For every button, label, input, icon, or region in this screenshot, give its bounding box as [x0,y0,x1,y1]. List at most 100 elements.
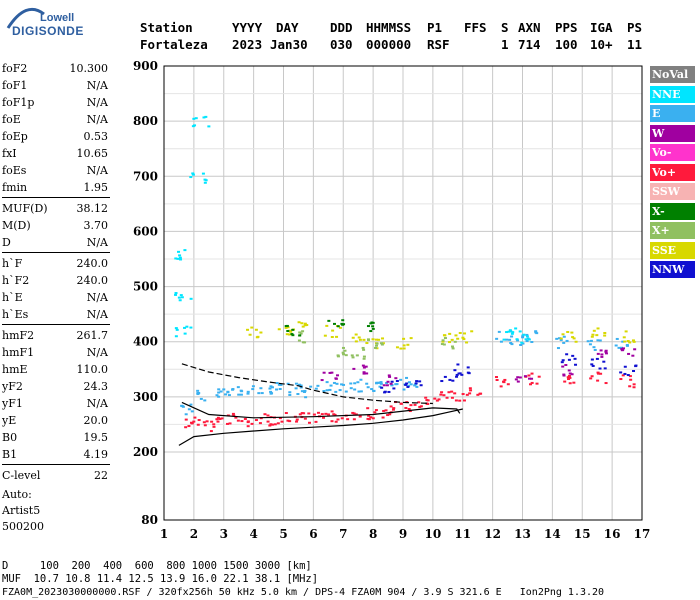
echo-point [275,388,279,391]
param-value: 1.95 [83,181,109,194]
echo-point [402,344,406,347]
echo-point [468,387,472,390]
echo-point [222,388,226,391]
y-tick-label: 800 [133,114,158,128]
echo-point [194,117,198,120]
echo-point [453,369,457,372]
y-tick-label: 600 [133,224,158,238]
echo-point [362,357,366,360]
echo-point [335,335,339,338]
echo-point [183,332,187,335]
param-value: N/A [86,397,108,410]
param-label: MUF(D) [2,202,48,215]
echo-point [366,407,370,410]
echo-point [571,336,575,339]
echo-point [359,390,363,393]
echo-point [604,382,608,385]
echo-point [352,367,356,370]
echo-point [382,384,386,387]
echo-point [381,416,385,419]
echo-point [219,390,223,393]
echo-point [367,338,371,341]
echo-point [419,384,423,387]
echo-point [294,382,298,385]
echo-point [237,393,241,396]
param-value: 24.3 [83,380,109,393]
echo-point [299,332,303,335]
echo-point [322,371,326,374]
echo-point [332,413,336,416]
echo-point [466,366,470,369]
echo-point [259,331,263,334]
param-value: N/A [86,236,108,249]
echo-point [453,340,457,343]
header-label: DDD [330,20,353,35]
echo-point [250,326,254,329]
echo-point [375,381,379,384]
echo-point [418,380,422,383]
echo-point [362,372,366,375]
echo-point [499,340,503,343]
echo-point [596,352,600,355]
param-row: MUF(D) 38.12 [2,200,108,217]
echo-point [184,426,188,429]
echo-point [503,378,507,381]
echo-point [276,422,280,425]
echo-point [341,346,345,349]
echo-point [332,322,336,325]
echo-point [566,376,570,379]
header-label: S [501,20,509,35]
echo-point [453,392,457,395]
legend-item: SSE [650,241,695,259]
echo-point [604,352,608,355]
echo-point [303,322,307,325]
echo-point [419,405,423,408]
header-label: PS [627,20,643,35]
echo-point [394,377,398,380]
echo-point [528,377,532,380]
echo-point [380,386,384,389]
x-tick-label: 1 [160,527,168,541]
echo-point [451,347,455,350]
param-label: hmE [2,363,28,376]
echo-point [409,337,413,340]
param-row: D N/A [2,234,108,251]
echo-point [260,392,264,395]
echo-point [325,324,329,327]
echo-point [324,412,328,415]
echo-point [358,338,362,341]
echo-point [632,340,636,343]
header-value: 2023 [232,37,263,52]
echo-point [379,342,383,345]
echo-point [309,385,313,388]
echo-point [299,384,303,387]
echo-point [514,378,518,381]
param-value: N/A [86,113,108,126]
echo-point [598,339,602,342]
echo-point [530,377,534,380]
echo-point [377,381,381,384]
echo-point [305,324,309,327]
echo-point [567,374,571,377]
echo-point [515,338,519,341]
echo-point [572,381,576,384]
echo-point [312,413,316,416]
echo-point [349,382,353,385]
echo-point [174,292,178,295]
echo-point [463,332,467,335]
echo-point [596,339,600,342]
param-label: h`E [2,291,23,304]
echo-point [327,319,331,322]
echo-point [600,355,604,358]
echo-point [346,418,350,421]
echo-point [193,416,197,419]
echo-point [535,332,539,335]
param-value: 20.0 [83,414,109,427]
echo-point [330,371,334,374]
echo-point [448,378,452,381]
echo-point [320,379,324,382]
echo-point [184,413,188,416]
param-row: foEs N/A [2,162,108,179]
echo-point [619,346,623,349]
echo-point [342,383,346,386]
